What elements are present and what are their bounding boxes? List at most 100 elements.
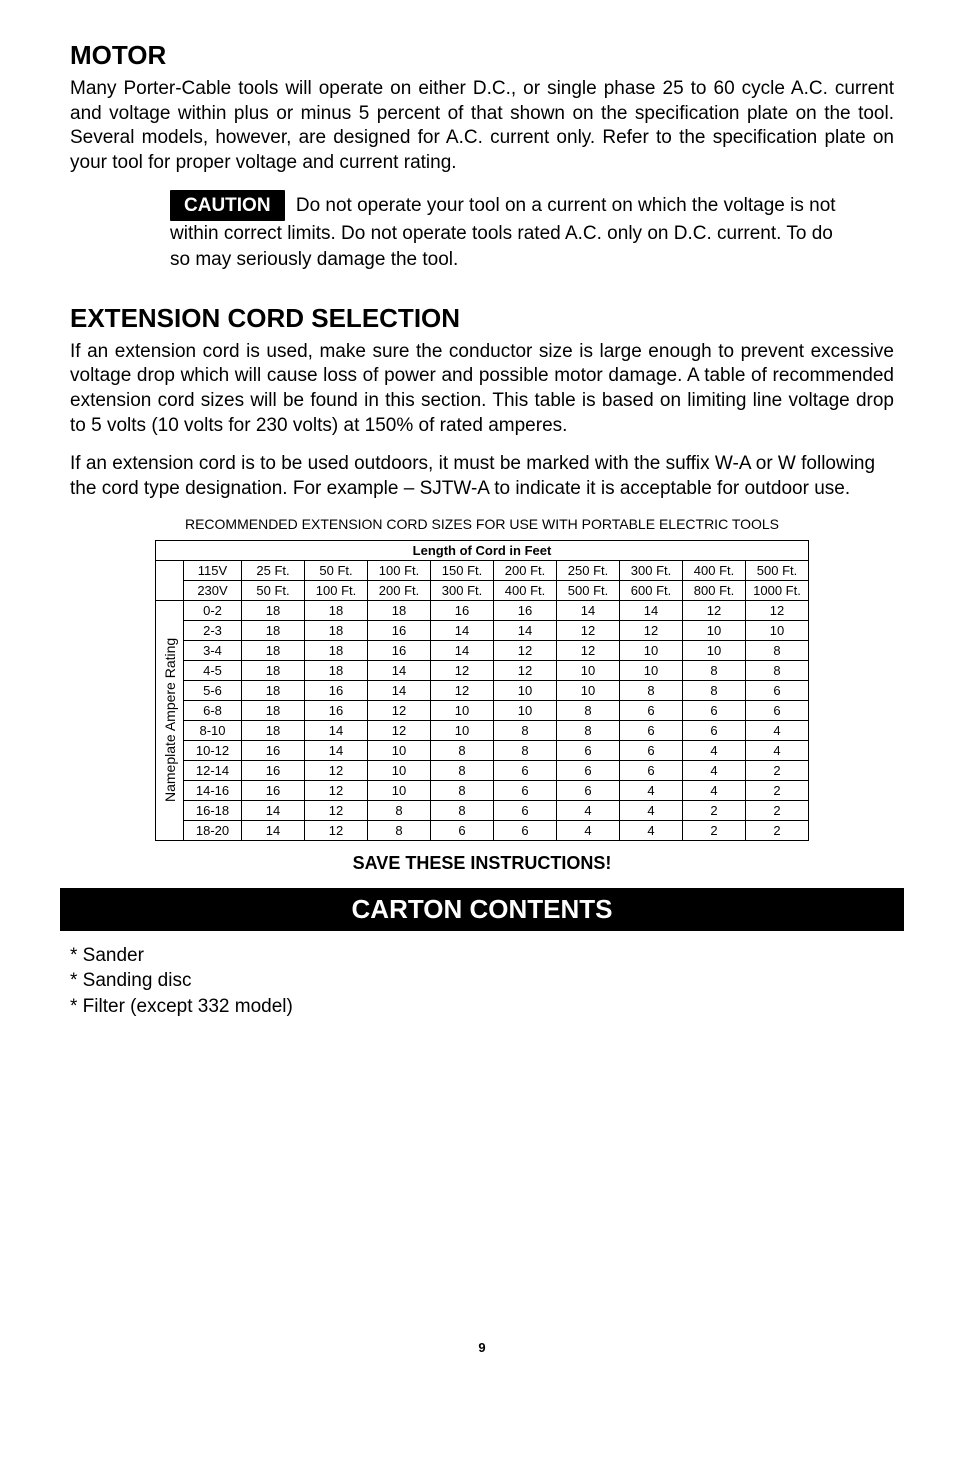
length-label: 1000 Ft. [746, 580, 809, 600]
length-label: 600 Ft. [620, 580, 683, 600]
length-label: 500 Ft. [746, 560, 809, 580]
gauge-value: 10 [368, 780, 431, 800]
gauge-value: 8 [683, 660, 746, 680]
ampere-range: 16-18 [184, 800, 242, 820]
gauge-value: 14 [620, 600, 683, 620]
gauge-value: 10 [494, 700, 557, 720]
gauge-value: 12 [305, 820, 368, 840]
gauge-value: 10 [494, 680, 557, 700]
gauge-value: 6 [746, 700, 809, 720]
gauge-value: 4 [620, 800, 683, 820]
gauge-value: 16 [305, 680, 368, 700]
ampere-range: 14-16 [184, 780, 242, 800]
gauge-value: 18 [242, 680, 305, 700]
gauge-value: 14 [242, 800, 305, 820]
gauge-value: 18 [242, 700, 305, 720]
gauge-value: 10 [368, 740, 431, 760]
gauge-value: 14 [305, 720, 368, 740]
volt-label: 115V [184, 560, 242, 580]
gauge-value: 6 [620, 740, 683, 760]
gauge-value: 8 [431, 760, 494, 780]
gauge-value: 10 [368, 760, 431, 780]
gauge-value: 18 [305, 620, 368, 640]
gauge-value: 2 [746, 820, 809, 840]
length-label: 300 Ft. [431, 580, 494, 600]
gauge-value: 8 [494, 740, 557, 760]
motor-body: Many Porter-Cable tools will operate on … [70, 77, 894, 176]
length-label: 200 Ft. [368, 580, 431, 600]
length-label: 500 Ft. [557, 580, 620, 600]
gauge-value: 18 [368, 600, 431, 620]
volt-label: 230V [184, 580, 242, 600]
length-label: 800 Ft. [683, 580, 746, 600]
table-volt-row: 230V50 Ft.100 Ft.200 Ft.300 Ft.400 Ft.50… [156, 580, 809, 600]
gauge-value: 8 [431, 740, 494, 760]
ampere-range: 18-20 [184, 820, 242, 840]
carton-item: * Filter (except 332 model) [70, 994, 894, 1020]
gauge-value: 2 [746, 760, 809, 780]
gauge-value: 6 [557, 740, 620, 760]
carton-contents-banner: CARTON CONTENTS [60, 888, 904, 931]
gauge-value: 2 [746, 800, 809, 820]
gauge-value: 16 [431, 600, 494, 620]
gauge-value: 12 [431, 660, 494, 680]
gauge-value: 10 [557, 660, 620, 680]
nameplate-ampere-header: Nameplate Ampere Rating [156, 600, 184, 840]
length-label: 200 Ft. [494, 560, 557, 580]
length-label: 400 Ft. [683, 560, 746, 580]
page-number: 9 [70, 1340, 894, 1355]
gauge-value: 8 [746, 660, 809, 680]
gauge-value: 4 [746, 720, 809, 740]
gauge-value: 8 [431, 780, 494, 800]
length-label: 50 Ft. [305, 560, 368, 580]
gauge-value: 16 [368, 640, 431, 660]
motor-title: MOTOR [70, 40, 894, 71]
gauge-value: 4 [557, 800, 620, 820]
gauge-value: 10 [683, 640, 746, 660]
gauge-value: 10 [746, 620, 809, 640]
gauge-value: 4 [620, 780, 683, 800]
table-row: 16-1814128864422 [156, 800, 809, 820]
table-row: 4-51818141212101088 [156, 660, 809, 680]
gauge-value: 14 [368, 660, 431, 680]
gauge-value: 14 [368, 680, 431, 700]
gauge-value: 8 [557, 700, 620, 720]
gauge-value: 10 [557, 680, 620, 700]
ampere-range: 4-5 [184, 660, 242, 680]
gauge-value: 12 [494, 660, 557, 680]
gauge-value: 2 [683, 820, 746, 840]
length-label: 25 Ft. [242, 560, 305, 580]
gauge-value: 16 [494, 600, 557, 620]
gauge-value: 16 [242, 760, 305, 780]
gauge-value: 8 [620, 680, 683, 700]
gauge-value: 12 [494, 640, 557, 660]
ampere-range: 0-2 [184, 600, 242, 620]
gauge-value: 6 [431, 820, 494, 840]
table-row: 12-14161210866642 [156, 760, 809, 780]
table-row: 18-2014128664422 [156, 820, 809, 840]
gauge-value: 12 [305, 780, 368, 800]
table-row: 3-418181614121210108 [156, 640, 809, 660]
gauge-value: 6 [683, 720, 746, 740]
gauge-value: 18 [242, 640, 305, 660]
gauge-value: 14 [431, 640, 494, 660]
gauge-value: 16 [242, 780, 305, 800]
ampere-range: 10-12 [184, 740, 242, 760]
table-blank-corner [156, 560, 184, 600]
gauge-value: 8 [368, 820, 431, 840]
caution-block: CAUTION Do not operate your tool on a cu… [170, 190, 844, 273]
gauge-value: 12 [368, 700, 431, 720]
gauge-value: 4 [557, 820, 620, 840]
gauge-value: 2 [746, 780, 809, 800]
gauge-value: 14 [557, 600, 620, 620]
gauge-value: 16 [242, 740, 305, 760]
gauge-value: 10 [620, 640, 683, 660]
gauge-value: 8 [494, 720, 557, 740]
gauge-value: 12 [368, 720, 431, 740]
length-label: 300 Ft. [620, 560, 683, 580]
gauge-value: 6 [494, 800, 557, 820]
gauge-value: 12 [620, 620, 683, 640]
gauge-value: 12 [557, 620, 620, 640]
ampere-range: 3-4 [184, 640, 242, 660]
gauge-value: 12 [305, 760, 368, 780]
